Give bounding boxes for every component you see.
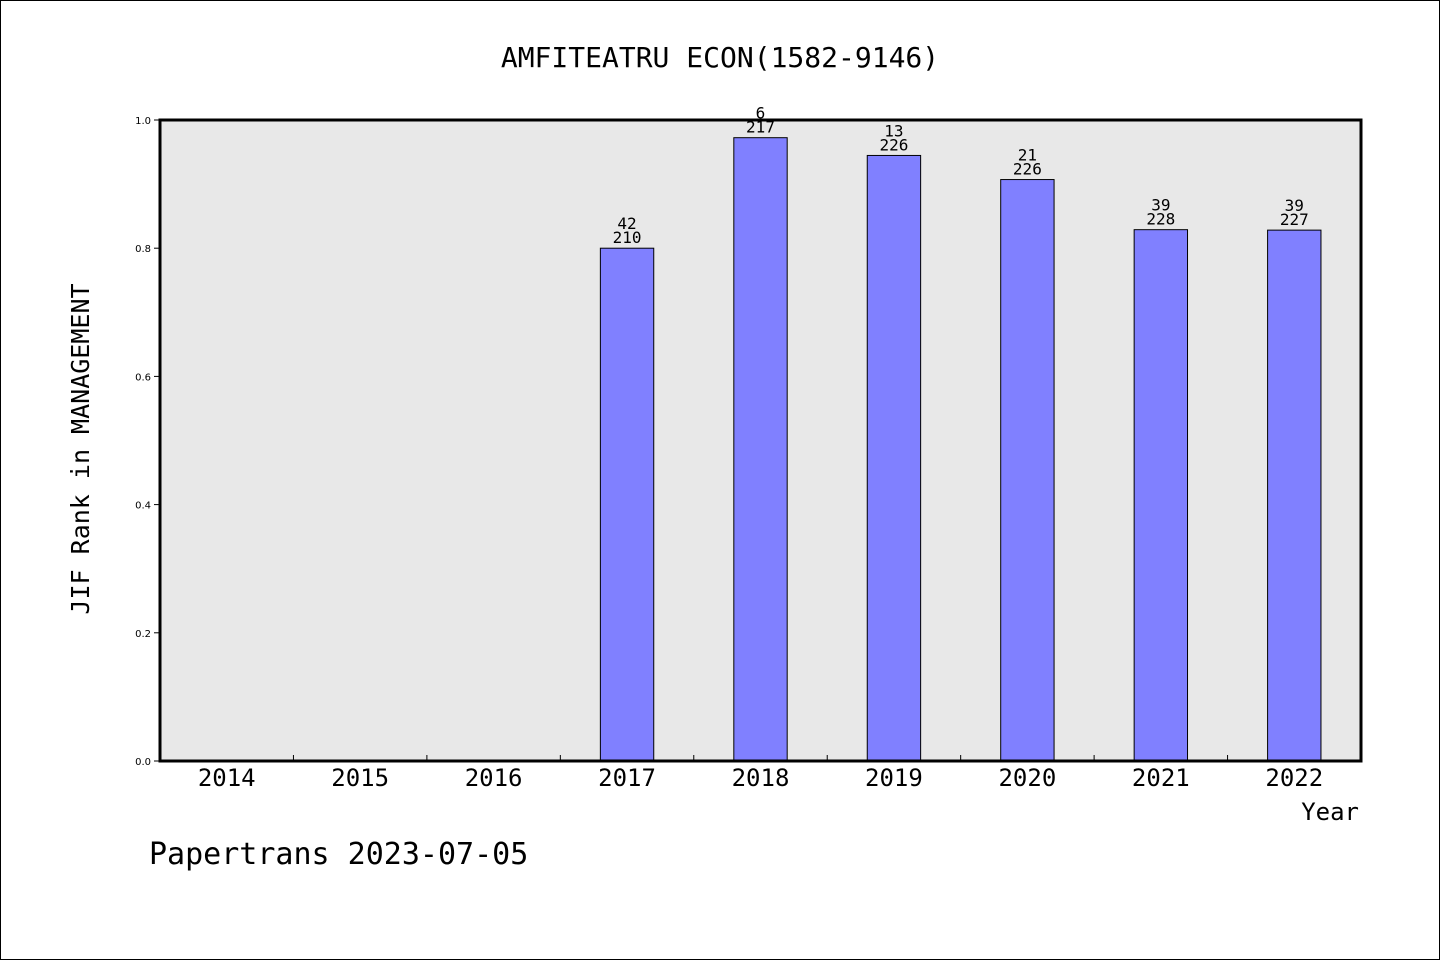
bar-total-label: 217 <box>746 118 775 137</box>
y-tick-label: 1.0 <box>135 116 151 127</box>
bar <box>1000 179 1055 762</box>
y-tick-label: 0.6 <box>135 372 151 383</box>
y-axis-label: JIF Rank in MANAGEMENT <box>66 283 95 614</box>
bar-total-label: 226 <box>1013 160 1042 179</box>
bar-rank-label: 42 <box>617 214 636 233</box>
bar-total-label: 210 <box>613 228 642 247</box>
bar <box>1133 229 1189 762</box>
x-tick-label: 2017 <box>598 764 656 792</box>
x-tick-label: 2022 <box>1265 764 1323 792</box>
y-tick-label: 0.4 <box>135 501 151 512</box>
y-tick-label: 0.2 <box>135 629 151 640</box>
bar-total-label: 227 <box>1280 210 1309 229</box>
x-axis-ticks: 2014 2015 2016 2017 2018 2019 2020 2021 2022 <box>198 755 1323 792</box>
bar-rank-label: 21 <box>1018 146 1037 165</box>
bar <box>866 154 922 762</box>
y-axis-ticks: 0.0 0.2 0.4 0.6 0.8 1.0 <box>135 116 160 768</box>
bar-rank-label: 13 <box>884 121 903 140</box>
bar-rank-label: 39 <box>1285 196 1304 215</box>
bar-rank-label: 39 <box>1151 196 1170 215</box>
bar <box>599 247 655 762</box>
x-axis-label: Year <box>1301 798 1359 826</box>
bar-rank-label: 6 <box>756 104 766 123</box>
x-tick-label: 2021 <box>1132 764 1190 792</box>
bar-total-label: 226 <box>879 135 908 154</box>
x-tick-label: 2016 <box>465 764 523 792</box>
chart-title: AMFITEATRU ECON(1582-9146) <box>501 41 939 74</box>
bar-series <box>599 137 1322 762</box>
x-tick-label: 2020 <box>998 764 1056 792</box>
bar <box>1267 229 1322 762</box>
y-tick-label: 0.0 <box>135 757 151 768</box>
y-tick-label: 0.8 <box>135 244 151 255</box>
x-tick-label: 2015 <box>331 764 389 792</box>
plot-frame <box>158 118 1363 763</box>
x-tick-label: 2014 <box>198 764 256 792</box>
footer-credit: Papertrans 2023-07-05 <box>149 837 528 872</box>
bar-total-label: 228 <box>1146 210 1175 229</box>
x-tick-label: 2019 <box>865 764 923 792</box>
bar <box>733 137 788 762</box>
x-tick-label: 2018 <box>732 764 790 792</box>
